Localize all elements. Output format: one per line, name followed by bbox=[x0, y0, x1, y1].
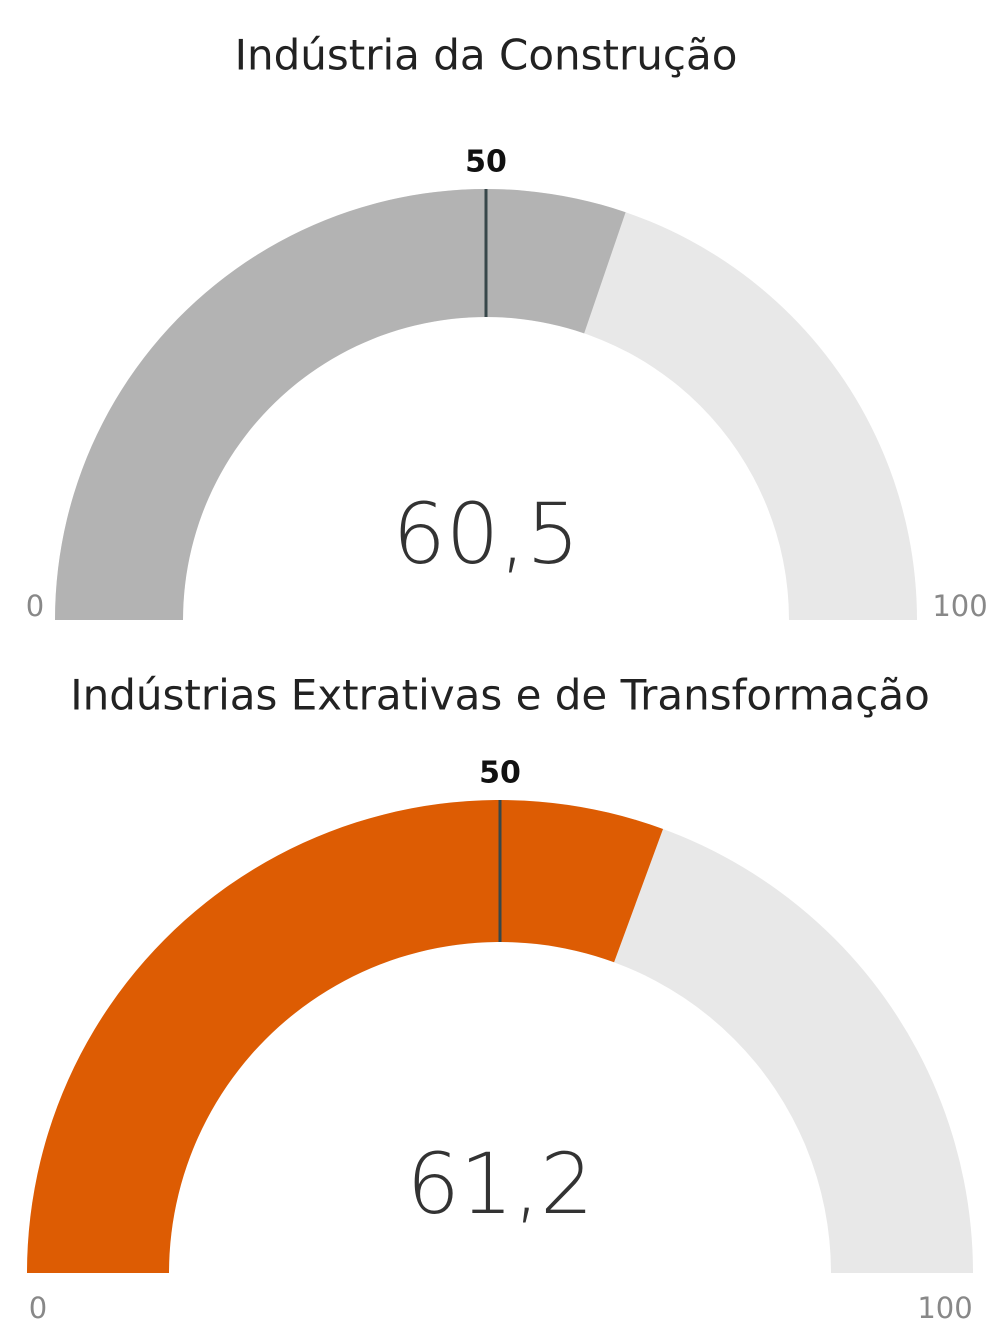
gauge-value: 61,2 bbox=[406, 1135, 593, 1233]
target-label: 50 bbox=[479, 756, 521, 791]
gauge-value-arc bbox=[55, 188, 626, 620]
max-label: 100 bbox=[932, 589, 987, 623]
max-label: 100 bbox=[917, 1291, 972, 1324]
target-label: 50 bbox=[465, 145, 507, 180]
gauge-title: Indústria da Construção bbox=[235, 31, 738, 80]
min-label: 0 bbox=[29, 1291, 47, 1324]
min-label: 0 bbox=[26, 589, 44, 623]
gauge-value-arc bbox=[27, 800, 664, 1273]
gauge-value: 60,5 bbox=[392, 485, 579, 583]
gauge-title: Indústrias Extrativas e de Transformação bbox=[70, 671, 930, 720]
